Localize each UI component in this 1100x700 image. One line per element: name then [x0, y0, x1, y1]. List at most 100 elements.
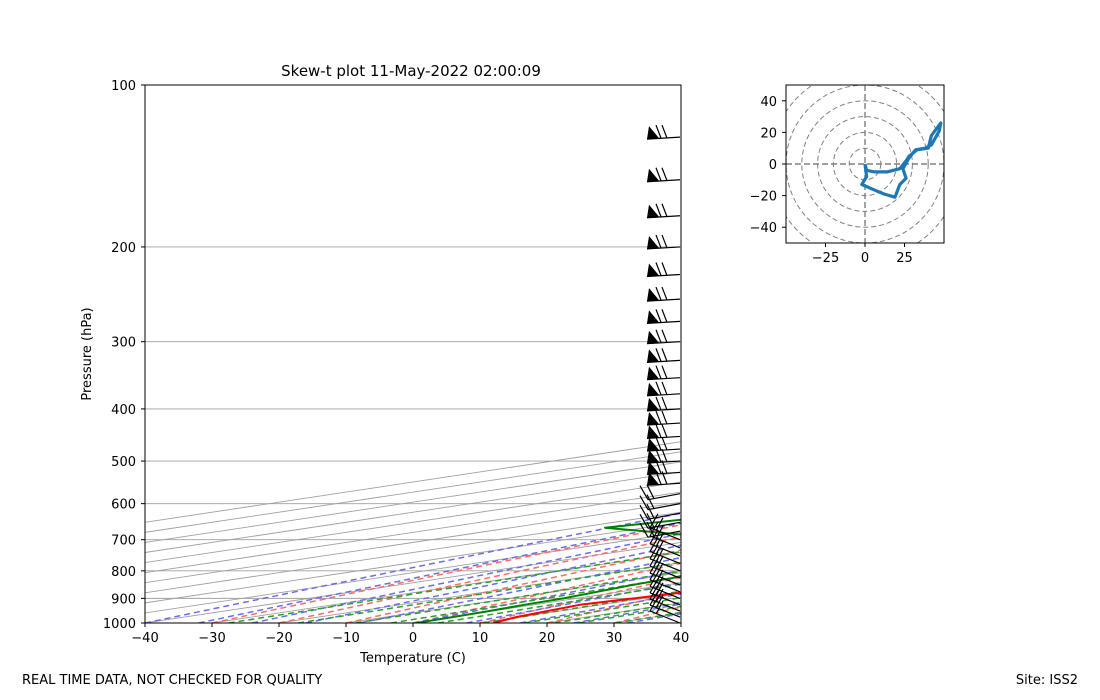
barb-staff [646, 136, 681, 140]
barb-pennant [647, 472, 659, 486]
barb-flag [661, 124, 668, 139]
wind-barb [646, 436, 681, 452]
wind-barb [646, 424, 681, 440]
barb-flag [649, 513, 659, 528]
dry-adiabats [211, 85, 1100, 623]
dry-adiabat [412, 562, 681, 623]
barb-flag [649, 529, 659, 545]
barb-pennant [647, 382, 659, 396]
wind-barb [646, 262, 681, 278]
barb-staff [646, 448, 681, 452]
mixing-ratio-lines [228, 550, 681, 623]
barb-staff [646, 341, 681, 345]
wind-barb [646, 167, 681, 183]
barb-staff [646, 320, 681, 324]
barb-staff [646, 422, 681, 426]
barb-staff [649, 592, 681, 606]
barb-pennant [647, 412, 659, 426]
barb-staff [646, 393, 681, 397]
y-axis-label: Pressure (hPa) [80, 307, 95, 400]
barb-flag [655, 329, 662, 343]
isotherms [145, 441, 681, 623]
barb-flag [655, 525, 664, 540]
wind-barb [646, 381, 681, 397]
wind-barb [646, 396, 681, 412]
moist-adiabat [198, 522, 681, 623]
barb-staff [646, 273, 681, 278]
barb-pennant [647, 397, 659, 411]
isotherm-line [145, 471, 681, 553]
pressure-gridlines [145, 85, 681, 623]
dry-adiabat [479, 576, 681, 623]
x-tick-label: 30 [606, 631, 623, 646]
isotherm-line [145, 501, 681, 584]
dry-adiabat [949, 85, 1100, 623]
skewt-title: Skew-t plot 11-May-2022 02:00:09 [281, 62, 541, 80]
barb-flag [655, 576, 664, 590]
x-tick-label: 40 [673, 631, 690, 646]
moist-adiabat [412, 569, 681, 623]
barb-staff [646, 460, 681, 464]
barb-staff [649, 565, 681, 579]
barb-pennant [647, 235, 659, 249]
isotherm-line [145, 531, 681, 614]
barb-flag [661, 234, 668, 249]
mixing-ratio-line [483, 590, 681, 623]
barb-flag [655, 203, 662, 217]
hodograph-trace [860, 121, 943, 199]
barb-flag [649, 537, 659, 552]
y-axis-ticks: 1000 900 800 700 600 500 400 300 200 100 [103, 79, 145, 632]
dry-adiabat [278, 536, 681, 623]
barb-flag [655, 436, 662, 451]
barb-staff [649, 598, 681, 612]
barb-pennant [647, 204, 659, 218]
barb-flag [639, 522, 649, 538]
y-tick-label: 100 [111, 79, 136, 94]
barb-pennant [647, 438, 659, 452]
barb-pennant [647, 310, 659, 324]
barb-staff [649, 604, 681, 618]
moist-adiabat [520, 593, 681, 623]
barb-staff [649, 585, 681, 599]
barb-flag [661, 262, 668, 276]
wind-barb [639, 484, 681, 501]
dry-adiabat [546, 591, 681, 623]
barb-staff [646, 408, 681, 412]
moist-adiabat [305, 544, 681, 623]
hodograph-y-ticks: −40 −20 0 20 40 [750, 95, 786, 236]
mixing-ratio-line [578, 605, 681, 623]
barb-staff [649, 579, 681, 593]
barb-flag [661, 203, 668, 217]
isotherm-line [613, 612, 681, 623]
y-tick-label: 600 [111, 498, 136, 513]
moist-adiabat [252, 533, 681, 623]
x-tick-label: 0 [409, 631, 417, 646]
mixing-ratio-line [615, 611, 681, 623]
barb-pennant [647, 450, 659, 464]
barb-pennant [647, 263, 659, 277]
site-label: Site: ISS2 [1015, 673, 1078, 688]
barb-flag [655, 381, 662, 396]
wind-barb [639, 513, 681, 529]
dry-adiabat [345, 549, 681, 623]
barb-flag [655, 286, 662, 301]
barb-flag [649, 596, 659, 612]
isotherm-line [145, 521, 681, 604]
barb-staff [646, 246, 681, 250]
barb-pennant [647, 126, 659, 140]
barb-flag [661, 309, 668, 323]
barb-staff [646, 359, 681, 363]
wind-barb [646, 124, 681, 140]
dry-adiabat [748, 85, 1100, 623]
moist-adiabat [359, 556, 681, 623]
y-tick-label: 200 [111, 241, 136, 256]
barb-flag [655, 124, 662, 139]
dry-adiabat [882, 85, 1100, 623]
barb-flag [661, 365, 668, 379]
mixing-ratio-line [437, 583, 681, 623]
hodograph-line [860, 121, 943, 199]
barb-staff [649, 535, 681, 549]
wind-barb [646, 448, 681, 464]
wind-barb [646, 309, 681, 324]
barb-staff [646, 377, 681, 381]
